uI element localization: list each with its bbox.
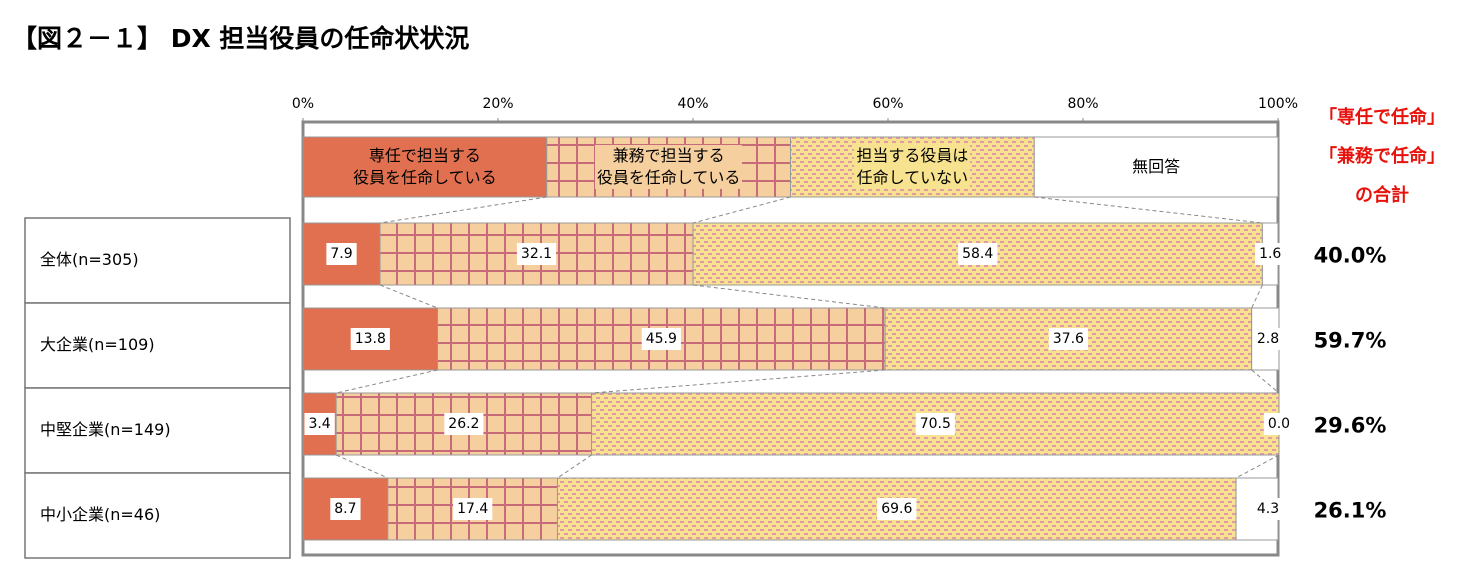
category-label: 中小企業(n=46) xyxy=(40,505,160,524)
totals-heading: の合計 xyxy=(1355,184,1409,206)
data-label-group: 32.1 xyxy=(516,243,557,265)
data-label: 13.8 xyxy=(355,331,386,347)
data-label-group: 26.2 xyxy=(444,413,484,435)
data-label-bg xyxy=(1263,413,1295,435)
data-label-bg xyxy=(1252,498,1284,520)
data-label: 3.4 xyxy=(308,416,330,432)
data-label: 17.4 xyxy=(457,501,488,517)
data-label: 1.6 xyxy=(1259,246,1281,262)
x-tick-label: 20% xyxy=(482,96,513,112)
data-label-bg xyxy=(1048,328,1089,350)
data-label-group: 17.4 xyxy=(453,498,493,520)
totals-heading: 「兼務で任命」 xyxy=(1319,145,1445,167)
data-label-bg xyxy=(453,498,493,520)
legend-label: 兼務で担当する 役員を任命している xyxy=(547,137,791,197)
connector xyxy=(557,454,592,479)
data-label-bg xyxy=(516,243,557,265)
x-tick-label: 100% xyxy=(1258,96,1298,112)
connector xyxy=(1235,454,1280,479)
data-label-bg xyxy=(326,243,357,265)
connector xyxy=(692,196,791,224)
x-tick-label: 60% xyxy=(872,96,903,112)
data-label: 26.2 xyxy=(448,416,479,432)
data-label-group: 45.9 xyxy=(641,328,681,350)
data-label-group: 7.9 xyxy=(326,243,357,265)
category-label: 中堅企業(n=149) xyxy=(40,420,171,439)
data-label: 7.9 xyxy=(330,246,352,262)
data-label: 8.7 xyxy=(334,501,356,517)
data-label-group: 70.5 xyxy=(915,413,955,435)
data-label-bg xyxy=(304,413,335,435)
data-label-bg xyxy=(1252,328,1284,350)
category-cell xyxy=(24,302,291,389)
data-label-group: 4.3 xyxy=(1252,498,1284,520)
connector xyxy=(379,196,547,224)
legend-label: 専任で担当する 役員を任命している xyxy=(303,137,547,197)
connector xyxy=(1251,284,1263,309)
connector xyxy=(591,369,886,394)
total-label: 59.7% xyxy=(1314,329,1387,353)
data-label: 58.4 xyxy=(962,246,993,262)
data-label-bg xyxy=(330,498,361,520)
data-label: 37.6 xyxy=(1053,331,1084,347)
data-label-bg xyxy=(444,413,484,435)
data-label-group: 58.4 xyxy=(958,243,998,265)
data-label-bg xyxy=(915,413,955,435)
legend-text: 兼務で担当する 役員を任命している xyxy=(594,145,743,189)
data-label: 2.8 xyxy=(1257,331,1279,347)
chart-title: 【図２－１】 DX 担当役員の任命状状況 xyxy=(12,24,469,53)
category-cell xyxy=(24,472,291,559)
data-label-group: 0.0 xyxy=(1263,413,1295,435)
data-label: 32.1 xyxy=(521,246,552,262)
x-tick-label: 0% xyxy=(292,96,314,112)
data-label-group: 13.8 xyxy=(350,328,390,350)
data-label: 0.0 xyxy=(1268,416,1290,432)
data-label-bg xyxy=(641,328,681,350)
data-label-bg xyxy=(1255,243,1286,265)
total-label: 29.6% xyxy=(1314,414,1387,438)
data-label: 70.5 xyxy=(920,416,951,432)
data-label: 4.3 xyxy=(1257,501,1279,517)
x-tick-label: 40% xyxy=(677,96,708,112)
data-label-bg xyxy=(350,328,390,350)
legend-label: 担当する役員は 任命していない xyxy=(791,137,1035,197)
data-label-group: 37.6 xyxy=(1048,328,1089,350)
connector xyxy=(1251,369,1280,394)
connector xyxy=(335,454,389,479)
total-label: 40.0% xyxy=(1314,244,1387,268)
legend-text: 専任で担当する 役員を任命している xyxy=(353,146,497,187)
connector xyxy=(692,284,886,309)
x-tick-label: 80% xyxy=(1067,96,1098,112)
data-label-bg xyxy=(958,243,998,265)
data-label-group: 3.4 xyxy=(304,413,335,435)
legend-text: 無回答 xyxy=(1132,157,1181,176)
data-label-group: 2.8 xyxy=(1252,328,1284,350)
data-label-bg xyxy=(877,498,917,520)
data-label-group: 1.6 xyxy=(1255,243,1286,265)
category-label: 大企業(n=109) xyxy=(40,335,155,354)
category-cell xyxy=(24,387,291,474)
total-label: 26.1% xyxy=(1314,499,1387,523)
category-label: 全体(n=305) xyxy=(40,250,139,269)
data-label-group: 8.7 xyxy=(330,498,361,520)
legend-swatch xyxy=(302,136,548,198)
data-label: 69.6 xyxy=(881,501,912,517)
legend-label: 無回答 xyxy=(1034,137,1278,197)
totals-heading: 「専任で任命」 xyxy=(1319,106,1445,128)
connector xyxy=(336,369,438,394)
connector xyxy=(379,284,438,309)
legend-text: 担当する役員は 任命していない xyxy=(854,145,971,189)
legend-swatch xyxy=(1033,136,1279,198)
data-label: 45.9 xyxy=(646,331,677,347)
connector xyxy=(1034,196,1263,224)
data-label-group: 69.6 xyxy=(877,498,917,520)
